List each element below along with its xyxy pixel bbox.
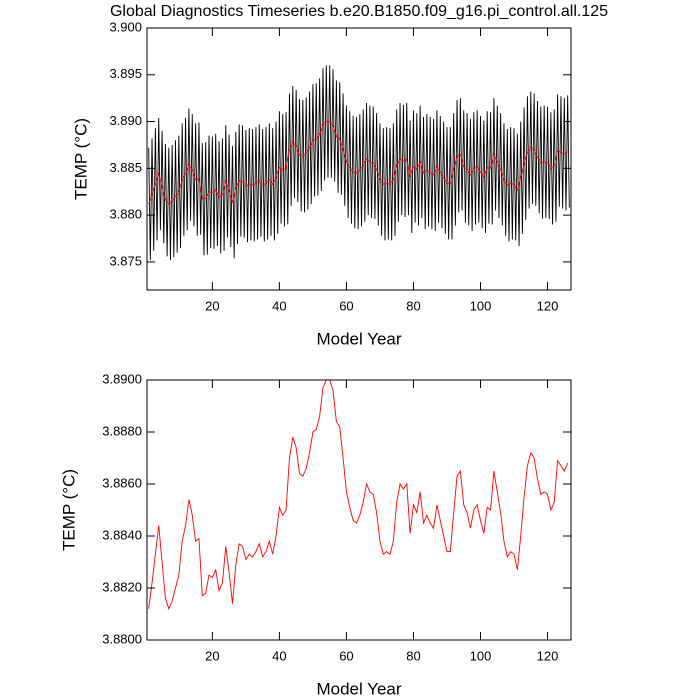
x-axis-label: Model Year — [316, 329, 401, 348]
x-tick-label: 60 — [339, 298, 353, 313]
plot-frame — [146, 379, 572, 641]
x-tick-label: 80 — [406, 648, 420, 663]
x-tick-label: 80 — [406, 298, 420, 313]
y-tick-label: 3.8840 — [102, 527, 142, 542]
x-tick-label: 60 — [339, 648, 353, 663]
x-tick-label: 40 — [272, 648, 286, 663]
y-tick-label: 3.895 — [109, 66, 142, 81]
plot-frame — [146, 27, 572, 291]
x-axis-label: Model Year — [316, 679, 401, 698]
data-line — [148, 379, 569, 611]
y-axis-label: TEMP (°C) — [59, 469, 78, 551]
y-axis-label: TEMP (°C) — [71, 118, 90, 200]
data-line — [148, 121, 568, 205]
chart-title: Global Diagnostics Timeseries b.e20.B185… — [110, 3, 608, 20]
y-tick-label: 3.8860 — [102, 475, 142, 490]
y-tick-label: 3.885 — [109, 160, 142, 175]
x-tick-label: 20 — [205, 298, 219, 313]
y-tick-label: 3.875 — [109, 253, 142, 268]
y-tick-label: 3.8800 — [102, 631, 142, 646]
y-tick-label: 3.8880 — [102, 423, 142, 438]
data-line — [148, 65, 570, 261]
y-tick-label: 3.880 — [109, 207, 142, 222]
y-tick-label: 3.8900 — [102, 371, 142, 386]
x-tick-label: 120 — [537, 298, 559, 313]
x-tick-label: 100 — [470, 298, 492, 313]
y-tick-label: 3.8820 — [102, 579, 142, 594]
x-tick-label: 120 — [537, 648, 559, 663]
x-tick-label: 20 — [205, 648, 219, 663]
y-tick-label: 3.890 — [109, 113, 142, 128]
y-tick-label: 3.900 — [109, 19, 142, 34]
x-tick-label: 100 — [470, 648, 492, 663]
x-tick-label: 40 — [272, 298, 286, 313]
